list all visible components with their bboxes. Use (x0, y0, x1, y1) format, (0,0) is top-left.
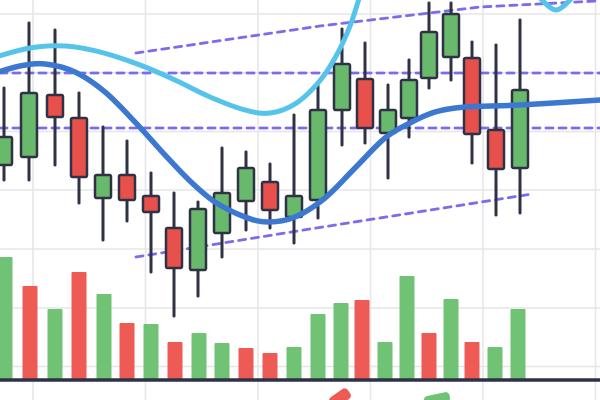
volume-bar[interactable] (421, 333, 437, 379)
volume-bar[interactable] (464, 342, 480, 379)
volume-bar[interactable] (333, 303, 349, 379)
candle-down[interactable] (164, 191, 184, 318)
candle-down[interactable] (260, 162, 280, 230)
volume-bar[interactable] (510, 309, 526, 379)
candle-body (419, 30, 439, 80)
volume-bar[interactable] (119, 323, 135, 379)
ma-fast-line (0, 0, 362, 116)
candle-up[interactable] (399, 58, 419, 139)
volume-bar[interactable] (22, 286, 38, 379)
candle-body (188, 207, 208, 272)
candle-body (93, 173, 113, 200)
candle-body (45, 93, 65, 119)
volume-bar[interactable] (377, 342, 393, 379)
candle-up[interactable] (419, 1, 439, 90)
volume-bar[interactable] (191, 333, 207, 379)
candle-up[interactable] (93, 125, 113, 242)
candle-body (332, 62, 352, 112)
volume-bar[interactable] (238, 348, 254, 379)
candle-body (164, 226, 184, 270)
candle-down[interactable] (45, 28, 65, 167)
candle-up[interactable] (284, 113, 304, 245)
volume-bar[interactable] (167, 342, 183, 379)
candle-body (260, 180, 280, 212)
candle-down[interactable] (141, 171, 161, 274)
candle-body (212, 191, 232, 235)
candle-body (510, 88, 530, 170)
volume-bar[interactable] (443, 299, 459, 379)
candle-down[interactable] (486, 43, 506, 217)
volume-bar[interactable] (96, 294, 112, 379)
candle-body (69, 116, 89, 179)
candle-body (141, 194, 161, 214)
ma-fast-line-fragment (538, 0, 574, 13)
candle-body (308, 108, 328, 202)
signal-mark-green (423, 392, 451, 400)
volume-bar[interactable] (487, 347, 503, 379)
candle-body (399, 78, 419, 120)
volume-bar[interactable] (310, 314, 326, 379)
candle-body (117, 173, 137, 202)
candle-body (236, 166, 256, 203)
candle-up[interactable] (441, 1, 461, 82)
volume-bar[interactable] (262, 353, 278, 379)
volume-bar[interactable] (354, 300, 370, 379)
signal-mark-red (329, 388, 351, 400)
volume-bar[interactable] (71, 272, 87, 379)
trend-channel-upper-line (134, 0, 598, 55)
volume-bar[interactable] (399, 276, 415, 379)
candle-body (486, 128, 506, 171)
candle-up[interactable] (510, 18, 530, 215)
candle-body (441, 12, 461, 59)
candle-down[interactable] (117, 139, 137, 223)
candle-up[interactable] (19, 21, 39, 182)
candle-down[interactable] (69, 91, 89, 205)
candle-body (462, 56, 482, 136)
volume-bar[interactable] (47, 309, 63, 379)
candle-up[interactable] (188, 200, 208, 298)
volume-bar[interactable] (286, 347, 302, 379)
candle-up[interactable] (308, 84, 328, 220)
candle-body (0, 135, 14, 167)
volume-bar[interactable] (214, 343, 230, 379)
candle-up[interactable] (0, 86, 14, 182)
ma-slow-line (0, 60, 600, 225)
candle-body (19, 91, 39, 159)
candle-down[interactable] (355, 41, 375, 145)
volume-bar[interactable] (143, 324, 159, 379)
volume-bar[interactable] (0, 257, 13, 379)
candle-down[interactable] (462, 40, 482, 165)
candle-body (355, 77, 375, 130)
